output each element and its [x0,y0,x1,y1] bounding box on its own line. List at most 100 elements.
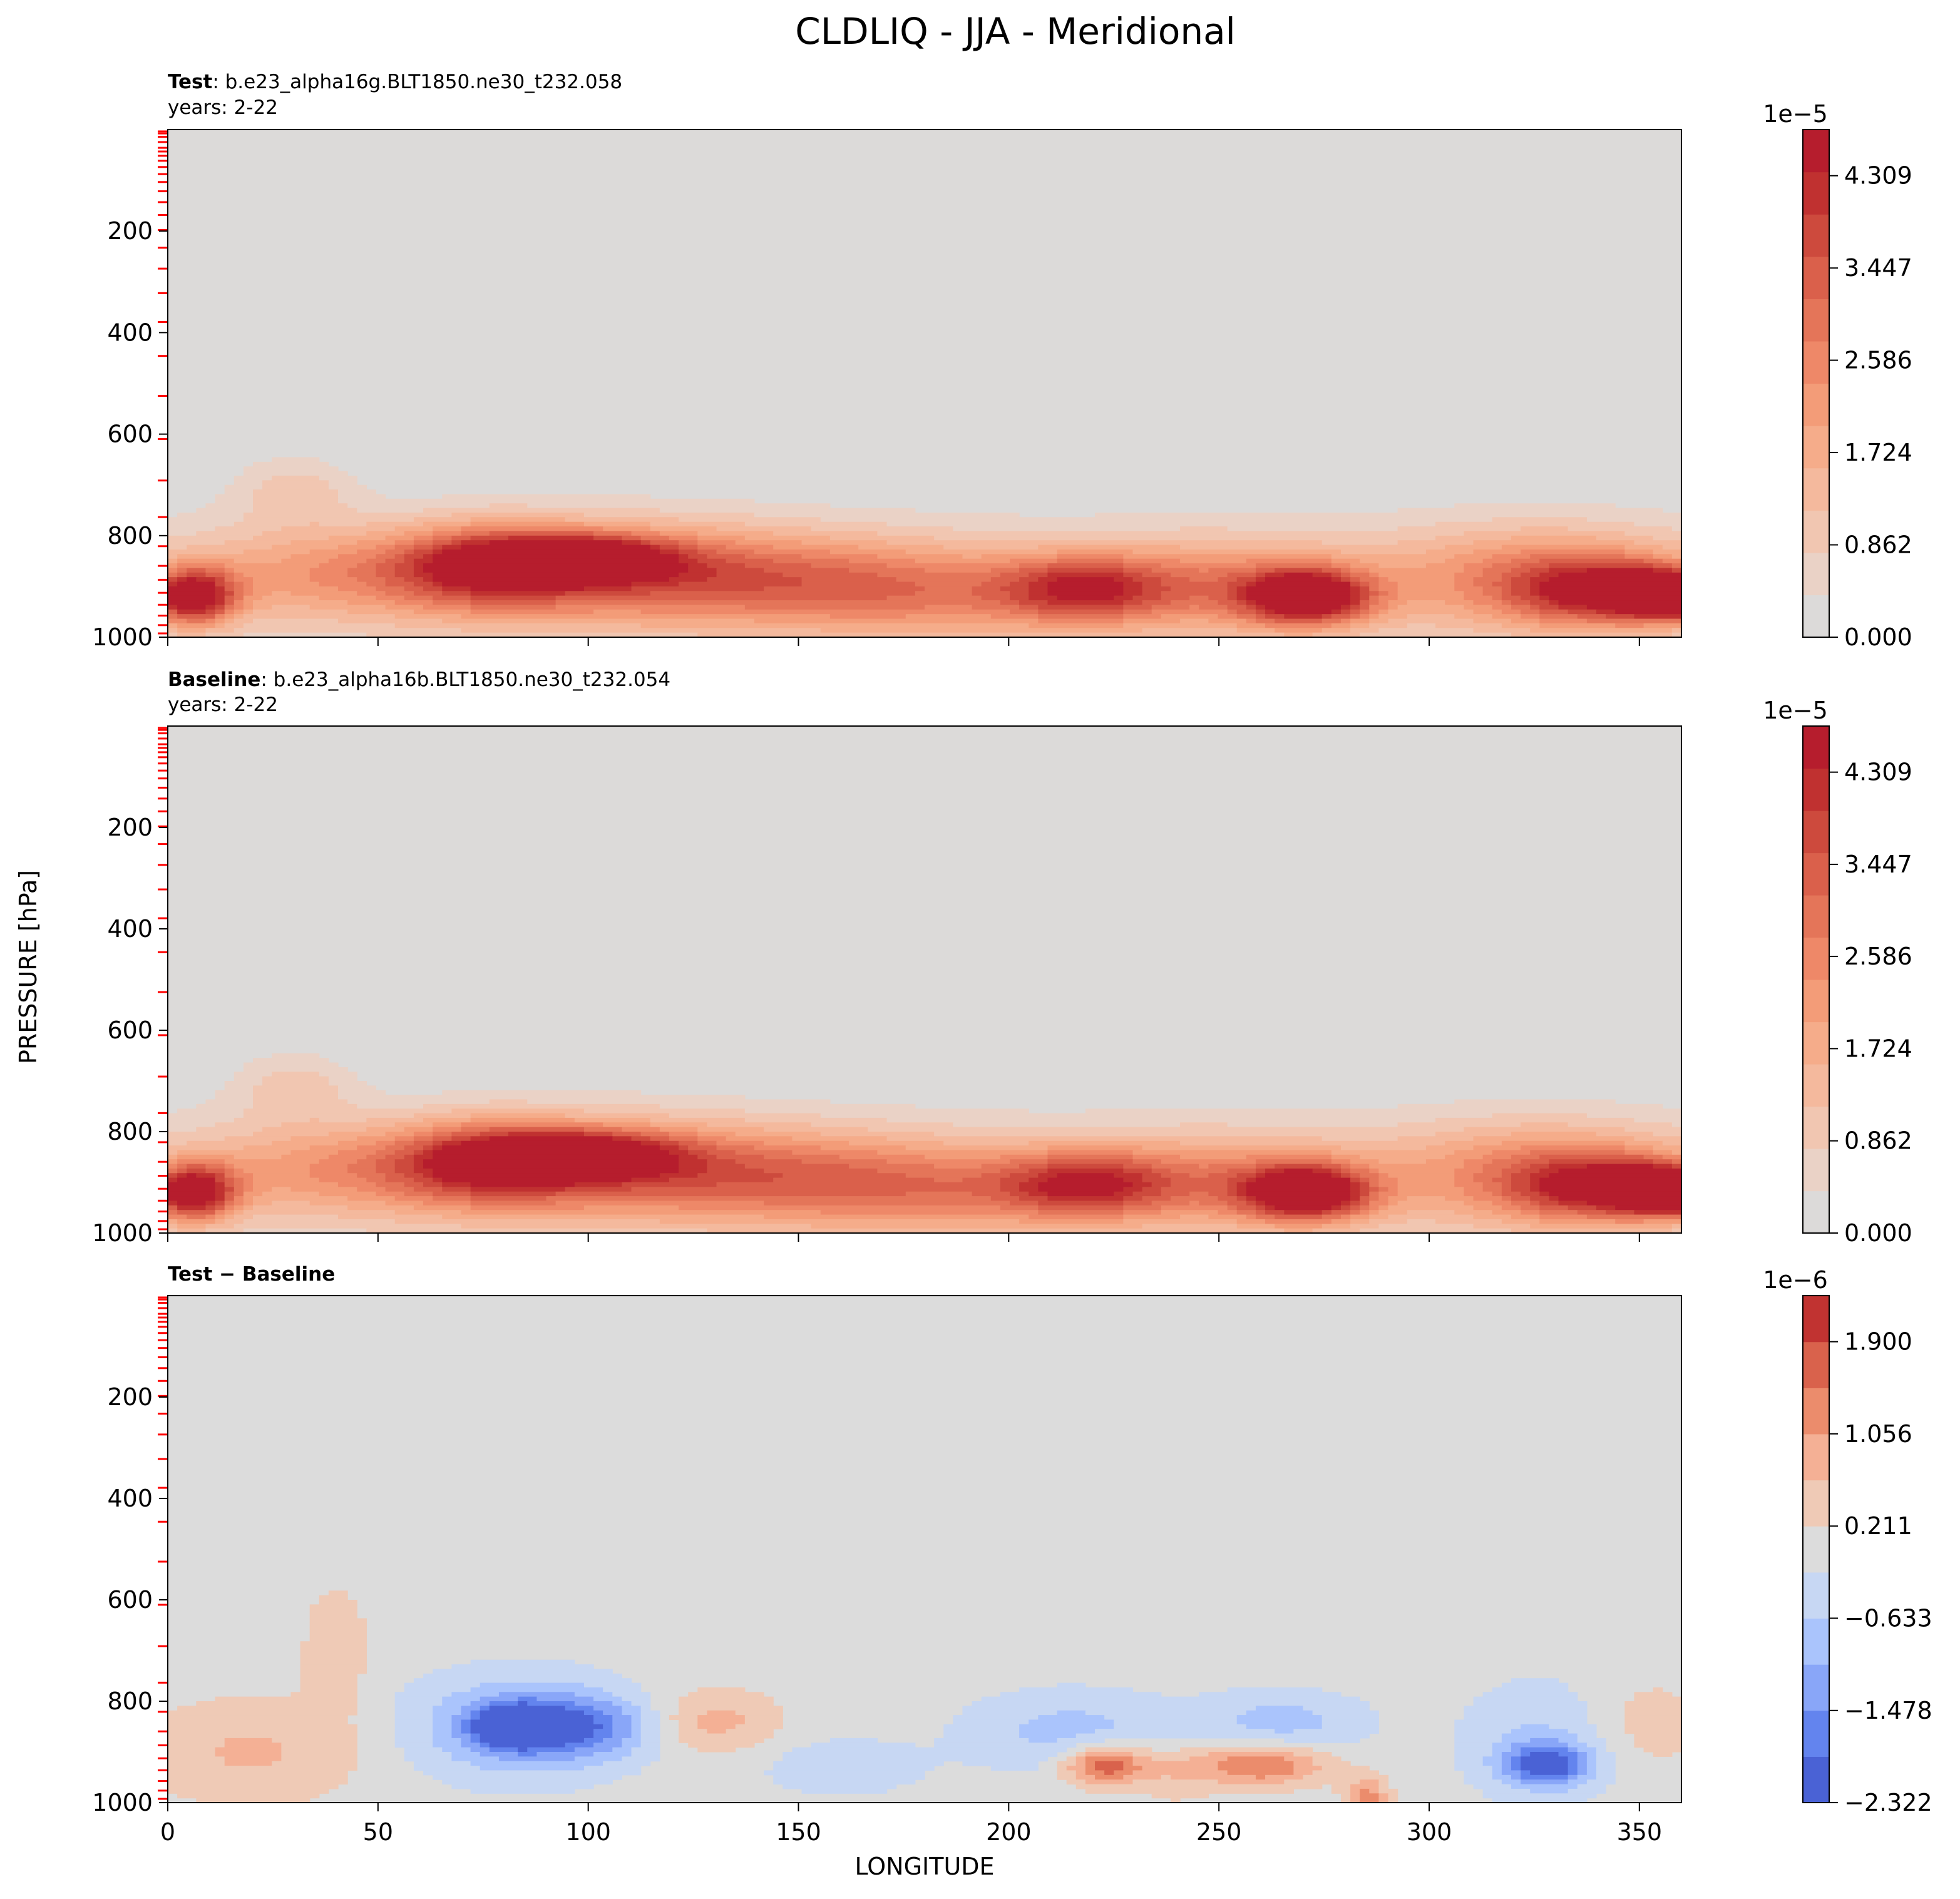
contour-cell [404,558,414,564]
contour-cell [451,540,462,546]
panel-test-label-case: : b.e23_alpha16g.BLT1850.ne30_t232.058 [212,71,622,93]
contour-cell [243,1177,254,1183]
contour-cell [168,1140,187,1146]
contour-cell [1464,531,1625,536]
contour-cell [224,1173,235,1179]
contour-cell [1530,1187,1540,1192]
contour-cell [480,1682,585,1688]
contour-cell [764,1140,849,1146]
contour-cell [1643,623,1682,628]
contour-cell [404,1687,471,1692]
contour-cell [272,1187,292,1192]
contour-cell [168,1164,178,1169]
contour-cell [1501,1682,1569,1688]
contour-cell [1199,568,1209,573]
contour-cell [1255,572,1266,578]
contour-cell [1047,1177,1124,1183]
contour-cell [886,563,1020,569]
contour-cell [470,1113,566,1118]
contour-cell [574,1747,613,1753]
contour-cell [1378,563,1427,569]
contour-cell [1643,558,1663,564]
contour-cell [631,1747,660,1753]
contour-cell [679,1710,708,1716]
contour-cell [1539,595,1550,601]
contour-cell [168,1177,178,1183]
contour-cell [224,1177,235,1183]
contour-cell [1000,1182,1020,1187]
contour-cell [366,1127,405,1132]
contour-cell [1511,1678,1559,1684]
contour-cell [1501,1779,1521,1785]
contour-cell [593,609,642,615]
contour-cell [347,1099,490,1105]
contour-cell [1369,591,1379,596]
contour-cell [1586,1113,1682,1118]
contour-cell [1255,1196,1351,1202]
contour-cell [1586,1752,1597,1757]
contour-cell [1501,1196,1512,1202]
contour-cell [461,1724,471,1729]
contour-cell [1634,1733,1682,1739]
contour-cell [442,1182,471,1187]
contour-cell [1586,1770,1597,1776]
contour-cell [187,568,207,573]
contour-cell [1255,563,1332,569]
contour-cell [669,535,698,541]
contour-cell [253,1214,339,1220]
contour-cell [679,1729,708,1734]
contour-cell [480,1733,594,1739]
contour-cell [413,517,471,523]
contour-cell [1029,1214,1124,1220]
contour-cell [480,1132,509,1137]
contour-cell [347,503,490,509]
contour-cell [224,1191,235,1197]
contour-cell [1662,545,1682,550]
contour-cell [385,605,424,610]
contour-cell [309,568,348,573]
contour-cell [1378,1788,1398,1794]
contour-cell [1634,521,1682,527]
contour-cell [688,1150,708,1155]
contour-cell [1521,1756,1569,1762]
contour-cell [1360,1228,1512,1234]
colorbar-segment [1803,510,1829,553]
contour-cell [1511,1177,1531,1183]
contour-cell [423,521,471,527]
contour-cell [205,609,216,615]
contour-cell [631,1733,642,1739]
contour-cell [413,591,443,596]
contour-cell [583,512,755,518]
contour-cell [1511,600,1531,605]
contour-cell [1492,1191,1502,1197]
contour-cell [631,1187,1001,1192]
contour-cell [981,1164,1020,1169]
contour-cell [168,1145,244,1151]
contour-cell [1331,1168,1342,1174]
contour-cell [404,586,424,591]
contour-cell [451,1752,481,1757]
contour-cell [640,1733,660,1739]
contour-cell [1075,1756,1086,1762]
contour-cell [1236,623,1266,628]
contour-cell [451,1664,594,1670]
contour-cell [583,1132,613,1137]
contour-cell [470,1710,481,1716]
contour-cell [1350,1191,1360,1197]
contour-cell [357,1187,386,1192]
contour-cell [1132,1150,1332,1155]
contour-cell [394,1136,414,1142]
contour-cell [1397,508,1663,513]
contour-cell [1397,1182,1455,1187]
contour-cell [1549,577,1682,583]
contour-cell [518,1747,528,1753]
contour-cell [224,1196,235,1202]
contour-cell [536,1696,594,1702]
contour-cell [1482,1692,1578,1697]
contour-cell [886,1136,1323,1142]
contour-cell [631,586,764,591]
contour-cell [1123,1761,1134,1766]
contour-cell [1303,1706,1370,1711]
contour-cell [1123,1219,1238,1224]
